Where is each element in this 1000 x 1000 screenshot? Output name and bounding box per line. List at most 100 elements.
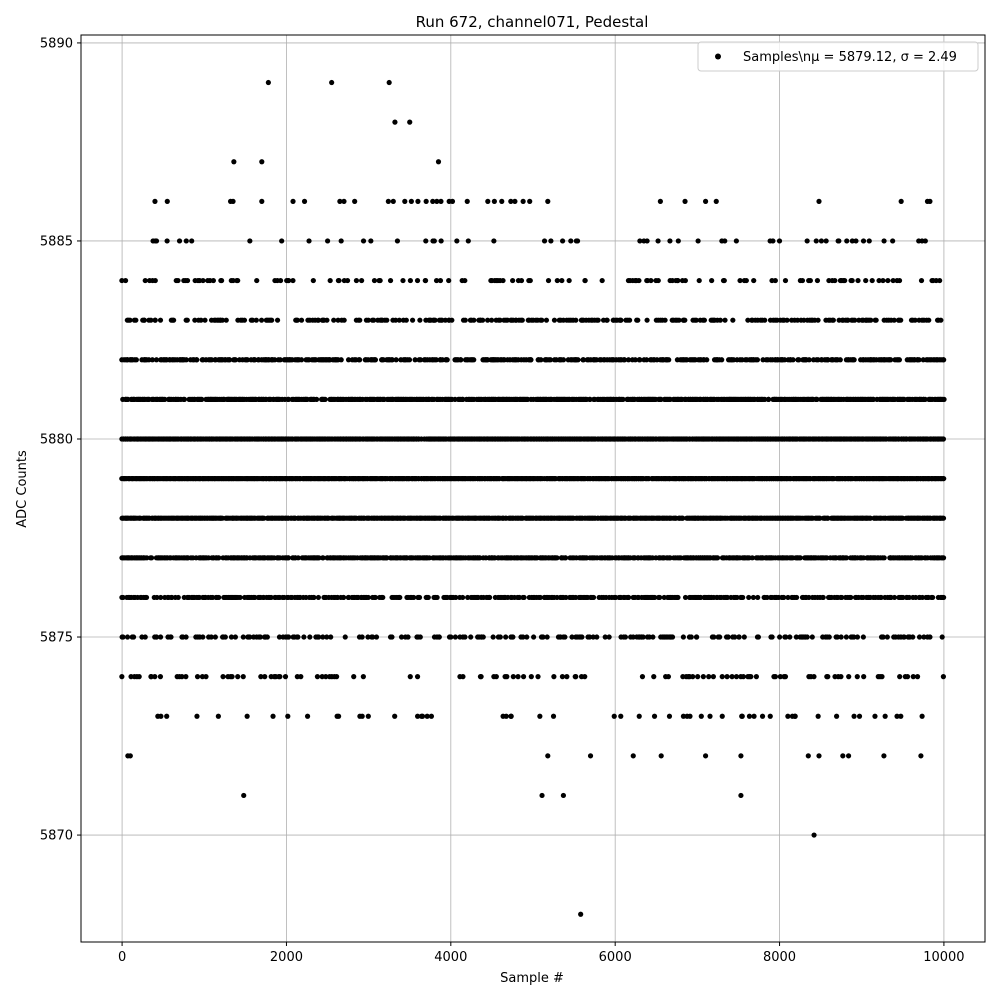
data-point (575, 357, 581, 363)
data-point (851, 634, 857, 640)
data-point (825, 674, 831, 680)
data-point (316, 634, 322, 640)
data-point (444, 357, 450, 363)
data-point (898, 713, 904, 719)
data-point (341, 317, 347, 323)
data-point (154, 594, 160, 601)
data-point (504, 674, 510, 680)
data-point (682, 317, 688, 323)
data-point (531, 634, 537, 640)
data-point (563, 594, 569, 601)
data-point (738, 753, 744, 759)
data-point (879, 674, 885, 680)
data-point (152, 674, 158, 680)
data-point (620, 396, 626, 402)
data-point (417, 634, 423, 640)
data-point (694, 634, 700, 640)
data-point (729, 674, 735, 680)
data-point (666, 713, 673, 719)
data-point (941, 594, 947, 601)
data-point (462, 317, 468, 323)
data-point (216, 555, 222, 561)
data-point (914, 674, 921, 680)
data-point (365, 634, 371, 640)
data-point (777, 674, 783, 680)
data-point (587, 396, 593, 402)
data-point (711, 634, 717, 640)
data-point (882, 713, 888, 719)
data-point (820, 594, 826, 601)
data-point (286, 634, 292, 640)
data-point (490, 634, 496, 640)
data-point (386, 79, 392, 86)
data-point (919, 594, 925, 601)
data-point (755, 634, 762, 640)
data-point (372, 357, 379, 363)
data-point (551, 317, 558, 323)
data-point (144, 555, 150, 561)
data-point (314, 674, 321, 680)
data-point (644, 317, 650, 323)
data-point (184, 317, 190, 323)
data-point (158, 634, 164, 640)
data-point (258, 317, 265, 323)
data-point (719, 674, 725, 680)
data-point (687, 713, 693, 719)
data-point (881, 555, 887, 561)
data-point (380, 594, 386, 601)
data-point (746, 594, 752, 601)
data-point (323, 674, 329, 680)
data-point (680, 515, 686, 521)
data-point (406, 357, 413, 363)
data-point (520, 634, 526, 640)
data-point (503, 713, 509, 719)
data-point (434, 198, 440, 204)
data-point (578, 911, 584, 917)
data-point (478, 674, 484, 680)
data-point (527, 198, 533, 204)
data-point (732, 634, 738, 640)
data-point (562, 634, 568, 640)
data-point (854, 634, 861, 640)
data-point (403, 317, 409, 323)
data-point (563, 555, 569, 561)
data-point (298, 674, 304, 680)
data-point (941, 396, 947, 402)
data-point (449, 198, 456, 204)
data-point (913, 594, 919, 601)
data-point (560, 792, 567, 799)
data-point (739, 713, 745, 719)
data-point (497, 634, 503, 640)
data-point (916, 634, 923, 640)
data-point (183, 634, 189, 640)
data-point (754, 357, 761, 363)
data-point (602, 634, 608, 640)
data-point (618, 317, 624, 323)
data-point (539, 317, 545, 323)
data-point (666, 357, 672, 363)
data-point (407, 674, 413, 680)
data-point (838, 674, 844, 680)
data-point (785, 594, 791, 601)
data-point (435, 159, 442, 165)
data-point (550, 713, 557, 719)
data-point (811, 832, 817, 838)
data-point (854, 674, 860, 680)
data-point (491, 198, 497, 204)
data-point (237, 594, 243, 601)
data-point (573, 674, 579, 680)
data-point (269, 317, 275, 323)
data-point (259, 198, 265, 204)
data-point (320, 634, 326, 640)
data-point (741, 634, 747, 640)
data-point (274, 317, 281, 323)
data-point (762, 317, 768, 323)
data-point (335, 713, 342, 719)
data-point (898, 198, 904, 204)
data-point (719, 357, 725, 363)
data-point (545, 753, 551, 759)
data-point (148, 555, 155, 561)
data-point (153, 634, 160, 640)
data-point (767, 713, 773, 719)
data-point (845, 753, 852, 759)
